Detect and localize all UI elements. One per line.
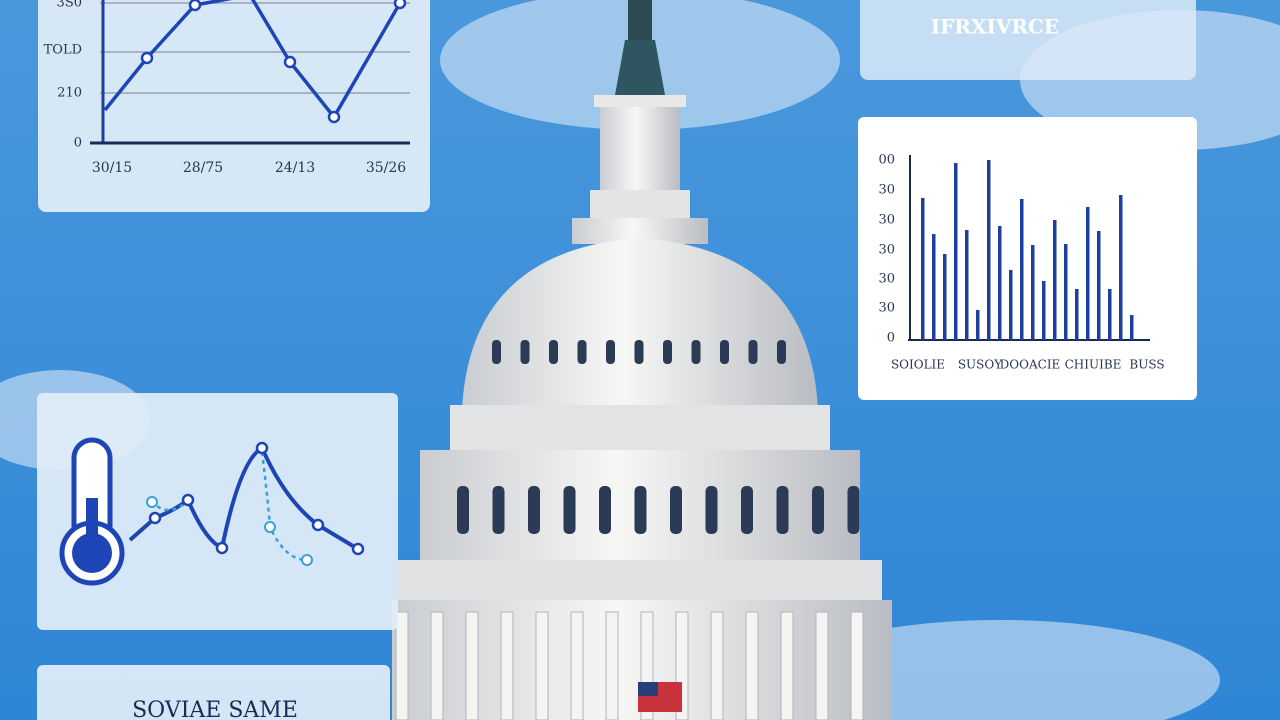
window bbox=[720, 340, 729, 364]
bar bbox=[1075, 289, 1079, 340]
x-label: 24/13 bbox=[275, 160, 315, 176]
line-panel: 3S0 TOLD 210 0 30/15 28/75 24/13 35/26 bbox=[38, 0, 430, 212]
x-label: BUSS bbox=[1129, 358, 1164, 372]
y-label: 00 bbox=[878, 153, 895, 168]
window bbox=[741, 486, 753, 534]
window bbox=[492, 486, 505, 534]
y-label: 0 bbox=[887, 331, 895, 346]
window bbox=[812, 486, 824, 534]
window bbox=[520, 340, 530, 364]
column bbox=[815, 611, 829, 720]
x-label: SUSOY bbox=[958, 358, 1003, 372]
bar bbox=[1086, 207, 1090, 340]
bar bbox=[943, 254, 947, 340]
y-label: 3S0 bbox=[57, 0, 82, 11]
column bbox=[430, 611, 444, 720]
column bbox=[850, 611, 864, 720]
y-label: TOLD bbox=[44, 43, 82, 58]
bar bbox=[1064, 244, 1068, 340]
column bbox=[465, 611, 479, 720]
bar bbox=[1042, 281, 1046, 340]
column bbox=[605, 611, 619, 720]
capitol-dome bbox=[392, 0, 892, 720]
window bbox=[691, 340, 701, 364]
header-panel: IFRXIVRCE bbox=[860, 0, 1196, 80]
x-label: 28/75 bbox=[183, 160, 223, 176]
column bbox=[535, 611, 549, 720]
bar-panel: 00 30 30 30 30 30 0 SOIOLIE SUSOY DOOACI… bbox=[858, 117, 1197, 400]
bar bbox=[1108, 289, 1112, 340]
bar bbox=[1009, 270, 1013, 340]
y-label: 210 bbox=[57, 86, 82, 101]
window bbox=[563, 486, 576, 534]
bar bbox=[1020, 199, 1024, 340]
bar bbox=[1031, 245, 1035, 340]
bar bbox=[932, 234, 936, 340]
x-label: SOIOLIE bbox=[891, 358, 945, 372]
thermo-panel bbox=[37, 393, 398, 630]
footer-title: SOVIAE SAME bbox=[132, 698, 298, 720]
window bbox=[606, 340, 615, 364]
window bbox=[777, 340, 786, 364]
bar bbox=[1097, 231, 1101, 340]
window bbox=[577, 340, 587, 364]
window bbox=[776, 486, 789, 534]
column bbox=[570, 611, 584, 720]
window bbox=[663, 340, 672, 364]
window bbox=[847, 486, 860, 534]
y-label: 30 bbox=[878, 183, 895, 198]
bar bbox=[921, 198, 925, 340]
window bbox=[634, 486, 647, 534]
y-label: 30 bbox=[878, 213, 895, 228]
bar bbox=[1119, 195, 1123, 340]
window bbox=[457, 486, 469, 534]
bar bbox=[987, 160, 991, 340]
column bbox=[395, 611, 409, 720]
y-label: 30 bbox=[878, 243, 895, 258]
x-label: CHIUIBE bbox=[1065, 358, 1122, 372]
bar bbox=[998, 226, 1002, 340]
window bbox=[748, 340, 758, 364]
y-label: 0 bbox=[74, 136, 82, 151]
window bbox=[599, 486, 611, 534]
window bbox=[670, 486, 682, 534]
x-label: 30/15 bbox=[92, 160, 132, 176]
window bbox=[528, 486, 540, 534]
x-label: DOOACIE bbox=[1000, 358, 1061, 372]
column bbox=[500, 611, 514, 720]
y-label: 30 bbox=[878, 301, 895, 316]
bar bbox=[976, 310, 980, 340]
column bbox=[710, 611, 724, 720]
window bbox=[705, 486, 718, 534]
bar bbox=[965, 230, 969, 340]
header-title: IFRXIVRCE bbox=[931, 15, 1059, 39]
column bbox=[745, 611, 759, 720]
window bbox=[549, 340, 558, 364]
y-label: 30 bbox=[878, 272, 895, 287]
window bbox=[492, 340, 501, 364]
window bbox=[634, 340, 644, 364]
bar bbox=[1130, 315, 1134, 340]
bar bbox=[1053, 220, 1057, 340]
column bbox=[780, 611, 794, 720]
bar bbox=[954, 163, 958, 340]
footer-panel: SOVIAE SAME bbox=[37, 665, 390, 720]
x-label: 35/26 bbox=[366, 160, 406, 176]
